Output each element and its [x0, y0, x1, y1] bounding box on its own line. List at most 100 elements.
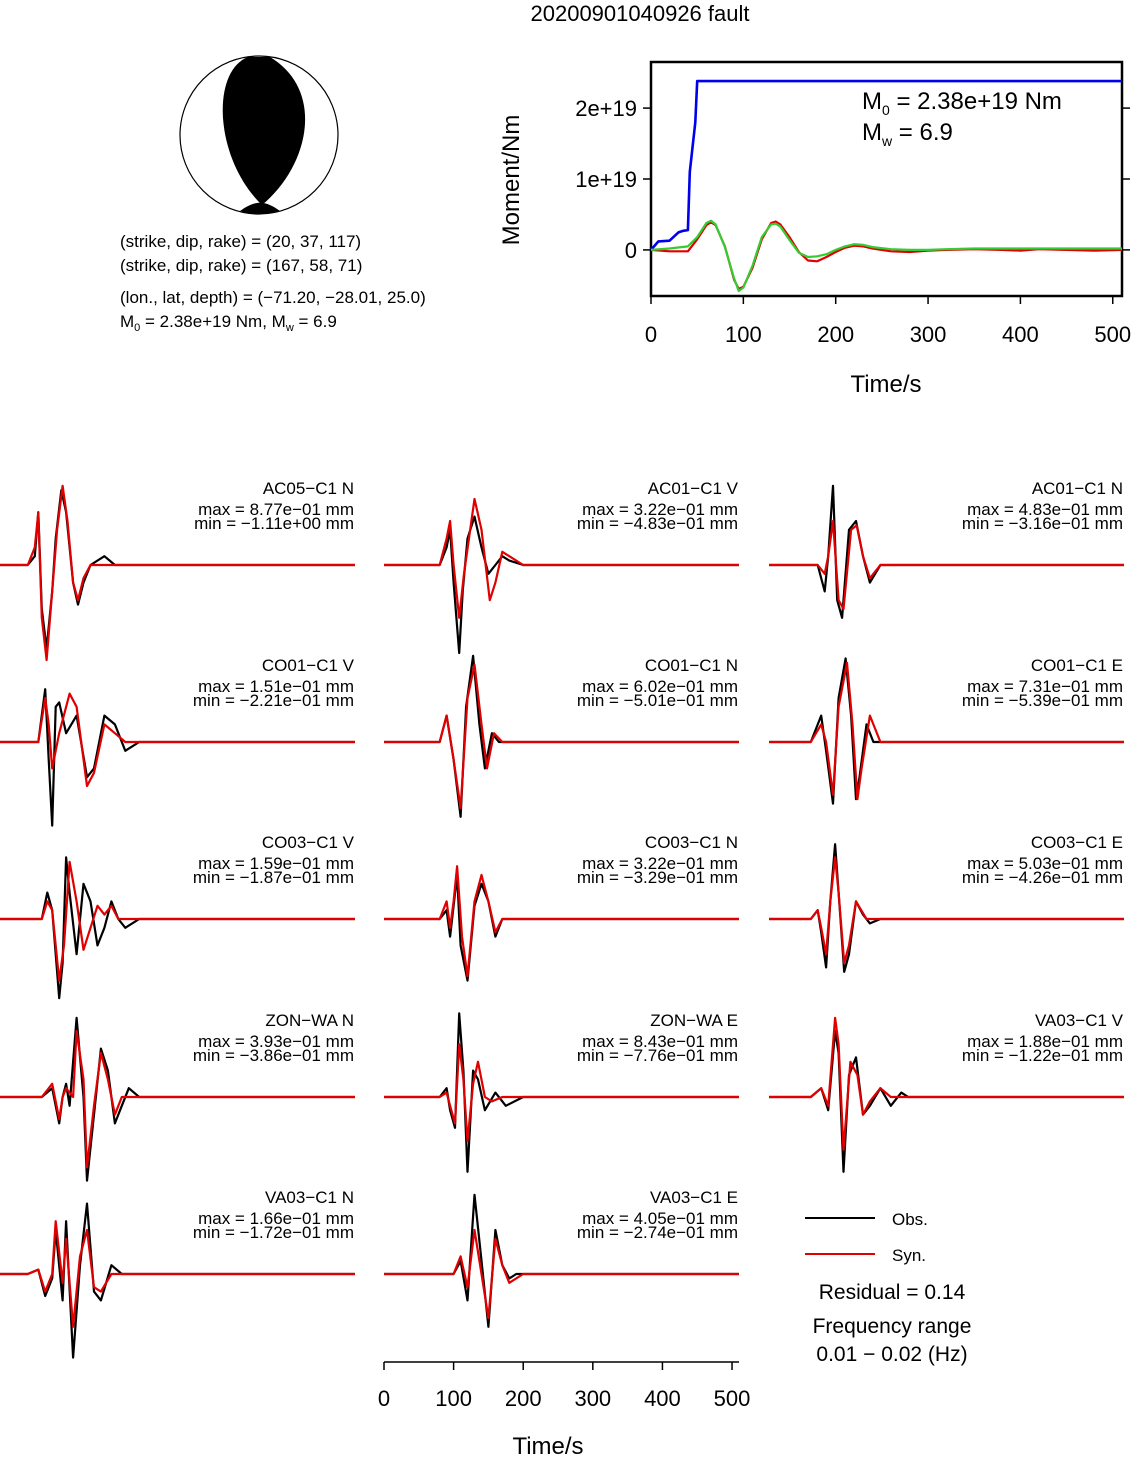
max-label-13: max = 4.05e−01 mm [582, 1209, 738, 1228]
min-label-4: min = −5.01e−01 mm [577, 691, 738, 710]
moment-ylabel: Moment/Nm [498, 115, 525, 246]
min-label-0: min = −1.11e+00 mm [194, 514, 354, 533]
station-label-6: CO03−C1 V [262, 833, 355, 852]
station-label-13: VA03−C1 E [650, 1188, 738, 1207]
max-label-5: max = 7.31e−01 mm [967, 677, 1123, 696]
legend-obs-label: Obs. [892, 1210, 928, 1229]
figure-title: 20200901040926 fault [531, 1, 750, 26]
station-label-8: CO03−C1 E [1031, 833, 1123, 852]
max-label-10: max = 8.43e−01 mm [582, 1032, 738, 1051]
moment-xtick-label-400: 400 [1002, 322, 1039, 347]
station-label-0: AC05−C1 N [263, 479, 354, 498]
station-label-12: VA03−C1 N [265, 1188, 354, 1207]
max-label-11: max = 1.88e−01 mm [967, 1032, 1123, 1051]
syn-trace-0 [0, 484, 355, 662]
moment-series-1 [650, 220, 1123, 290]
syn-trace-8 [769, 856, 1124, 965]
syn-trace-13 [384, 1228, 739, 1320]
station-label-10: ZON−WA E [650, 1011, 738, 1030]
max-label-3: max = 1.51e−01 mm [198, 677, 354, 696]
mechanism-info: (strike, dip, rake) = (20, 37, 117) (str… [120, 232, 426, 334]
moment-series-2 [650, 219, 1122, 293]
syn-trace-12 [0, 1220, 355, 1328]
moment-xtick-label-0: 0 [645, 322, 657, 347]
syn-trace-11 [769, 1016, 1124, 1151]
location-text: (lon., lat, depth) = (−71.20, −28.01, 25… [120, 288, 426, 307]
station-label-5: CO01−C1 E [1031, 656, 1123, 675]
min-label-3: min = −2.21e−01 mm [193, 691, 354, 710]
min-label-8: min = −4.26e−01 mm [962, 868, 1123, 887]
syn-trace-2 [769, 519, 1124, 611]
min-label-10: min = −7.76e−01 mm [577, 1046, 738, 1065]
moment-series-0 [650, 79, 1122, 251]
moment-ytick-label-0: 0 [625, 238, 637, 263]
moment-summary-text: M0 = 2.38e+19 Nm, Mw = 6.9 [120, 312, 337, 334]
frequency-range-title: Frequency range [813, 1315, 972, 1338]
min-label-2: min = −3.16e−01 mm [962, 514, 1123, 533]
syn-trace-7 [384, 865, 739, 978]
bottom-xtick-label-500: 500 [714, 1386, 751, 1411]
max-label-4: max = 6.02e−01 mm [582, 677, 738, 696]
moment-xtick-label-300: 300 [910, 322, 947, 347]
max-label-6: max = 1.59e−01 mm [198, 854, 354, 873]
max-label-8: max = 5.03e−01 mm [967, 854, 1123, 873]
moment-mw-annotation: Mw = 6.9 [862, 119, 953, 149]
syn-trace-6 [0, 860, 355, 982]
moment-m0-annotation: M0 = 2.38e+19 Nm [862, 88, 1062, 118]
bottom-xtick-label-300: 300 [574, 1386, 611, 1411]
syn-trace-3 [0, 692, 355, 788]
max-label-9: max = 3.93e−01 mm [198, 1032, 354, 1051]
beachball [179, 55, 339, 215]
syn-trace-10 [384, 1043, 739, 1143]
moment-xtick-label-500: 500 [1094, 322, 1131, 347]
station-label-4: CO01−C1 N [645, 656, 738, 675]
max-label-2: max = 4.83e−01 mm [967, 500, 1123, 519]
plane2-text: (strike, dip, rake) = (167, 58, 71) [120, 256, 362, 275]
station-label-1: AC01−C1 V [648, 479, 739, 498]
moment-xlabel: Time/s [850, 371, 921, 398]
max-label-0: max = 8.77e−01 mm [198, 500, 354, 519]
moment-rate-panel: Moment/Nm Time/s M0 = 2.38e+19 Nm Mw = 6… [498, 60, 1131, 398]
bottom-xtick-label-0: 0 [378, 1386, 390, 1411]
syn-trace-4 [384, 663, 739, 810]
bottom-xtick-label-200: 200 [505, 1386, 542, 1411]
station-label-9: ZON−WA N [265, 1011, 354, 1030]
moment-xtick-label-200: 200 [817, 322, 854, 347]
max-label-1: max = 3.22e−01 mm [582, 500, 738, 519]
max-label-7: max = 3.22e−01 mm [582, 854, 738, 873]
min-label-1: min = −4.83e−01 mm [577, 514, 738, 533]
station-label-11: VA03−C1 V [1035, 1011, 1124, 1030]
moment-xtick-label-100: 100 [725, 322, 762, 347]
min-label-12: min = −1.72e−01 mm [193, 1223, 354, 1242]
legend: Obs. Syn. Residual = 0.14 Frequency rang… [805, 1210, 971, 1366]
obs-trace-6 [0, 856, 355, 1000]
station-label-2: AC01−C1 N [1032, 479, 1123, 498]
waveform-xlabel: Time/s [512, 1433, 583, 1458]
min-label-11: min = −1.22e−01 mm [962, 1046, 1123, 1065]
min-label-7: min = −3.29e−01 mm [577, 868, 738, 887]
syn-trace-9 [0, 1029, 355, 1169]
moment-ytick-label-2: 2e+19 [575, 96, 637, 121]
syn-trace-5 [769, 661, 1124, 801]
obs-trace-1 [384, 515, 739, 655]
bottom-xtick-label-100: 100 [435, 1386, 472, 1411]
min-label-6: min = −1.87e−01 mm [193, 868, 354, 887]
plane1-text: (strike, dip, rake) = (20, 37, 117) [120, 232, 361, 251]
obs-trace-7 [384, 873, 739, 982]
bottom-xtick-label-400: 400 [644, 1386, 681, 1411]
